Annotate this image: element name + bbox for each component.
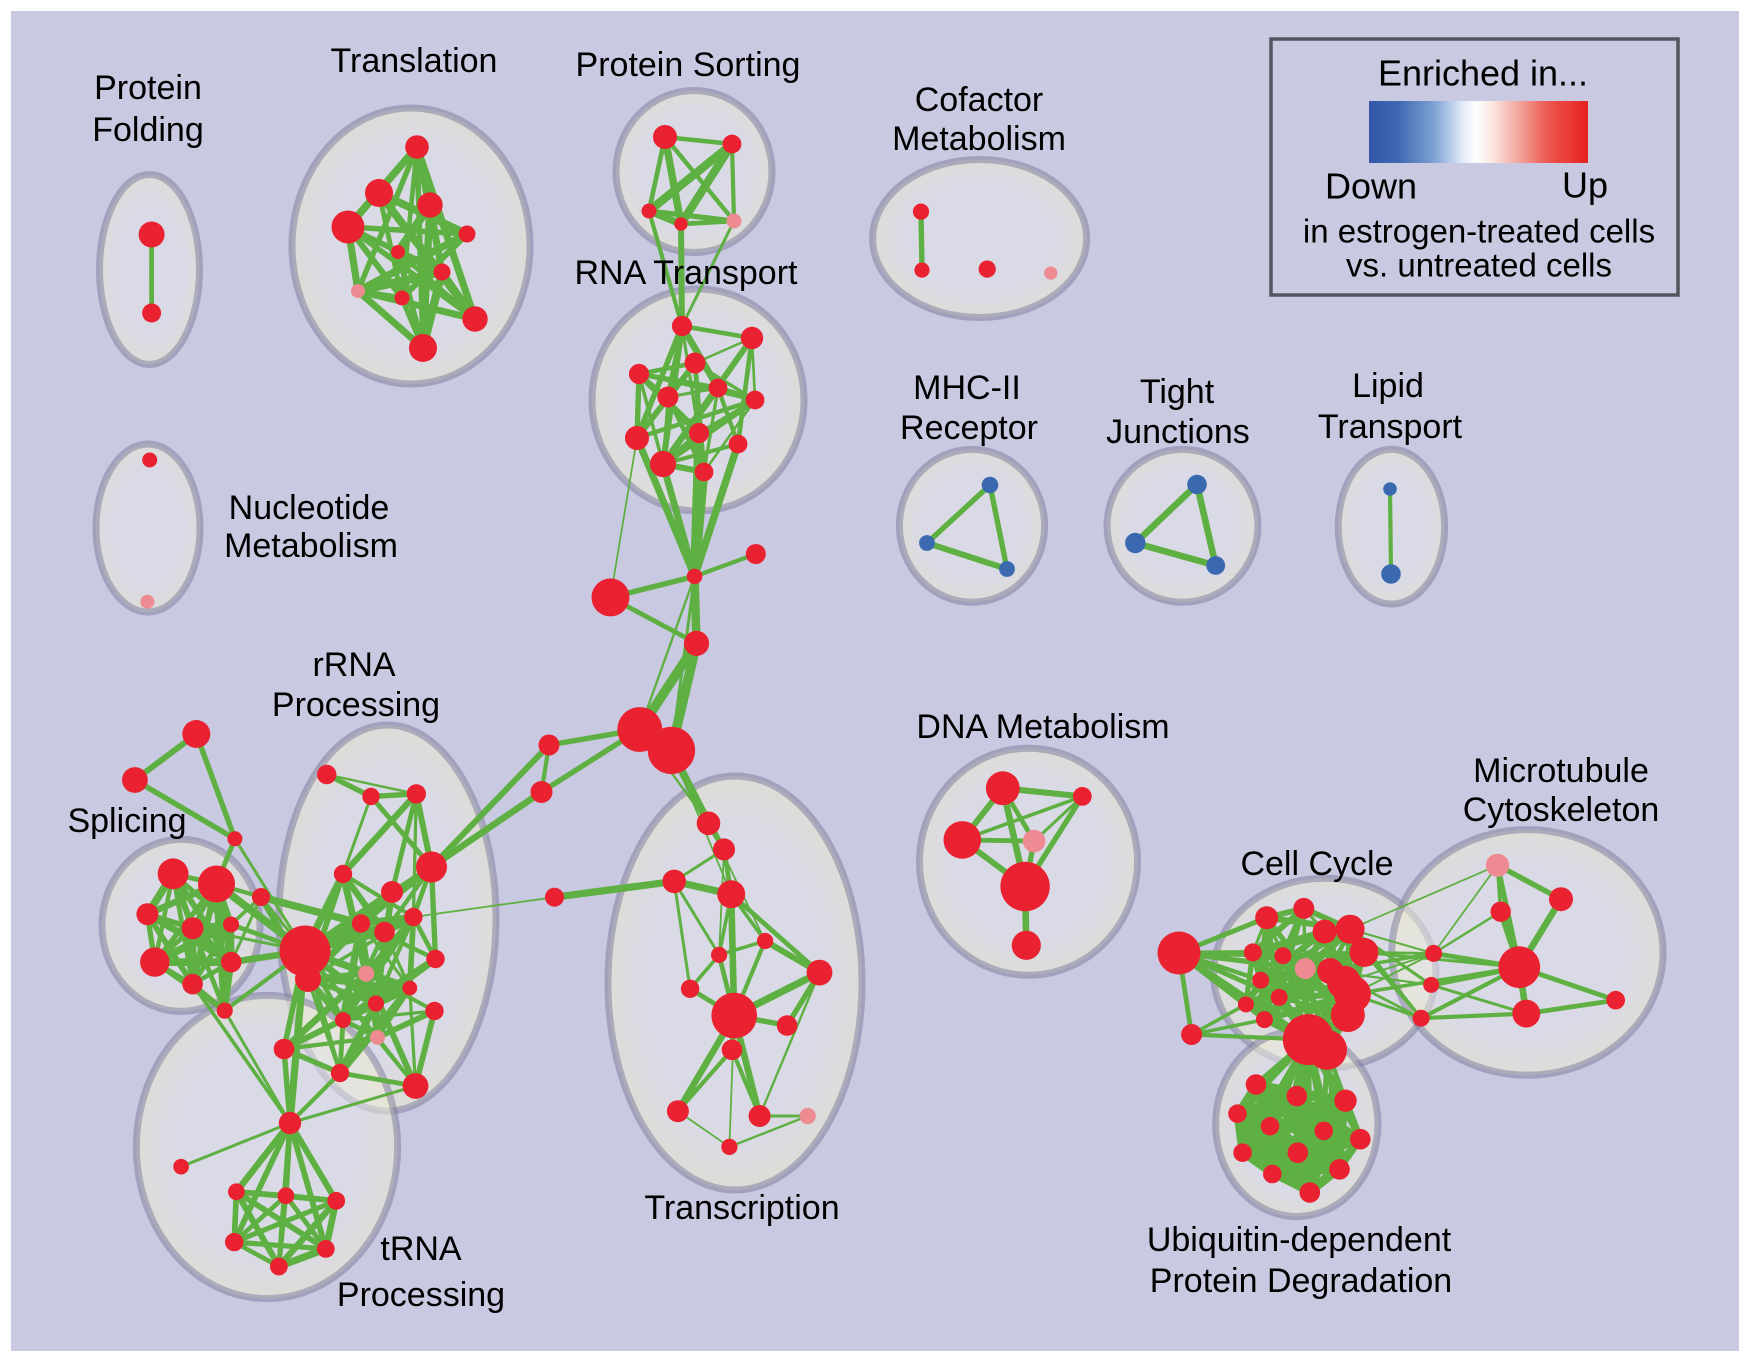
svg-text:Splicing: Splicing <box>67 802 186 840</box>
svg-text:Down: Down <box>1325 166 1417 207</box>
svg-text:rRNA: rRNA <box>312 646 395 684</box>
svg-text:Protein: Protein <box>94 69 202 107</box>
svg-text:Metabolism: Metabolism <box>224 527 398 565</box>
svg-text:Lipid: Lipid <box>1352 367 1424 405</box>
svg-text:Transcription: Transcription <box>644 1189 839 1227</box>
svg-text:DNA Metabolism: DNA Metabolism <box>916 708 1169 746</box>
svg-text:Cell Cycle: Cell Cycle <box>1240 845 1393 883</box>
svg-text:MHC-II: MHC-II <box>913 369 1021 407</box>
svg-text:Microtubule: Microtubule <box>1473 752 1649 790</box>
svg-text:Protein Sorting: Protein Sorting <box>576 46 801 84</box>
svg-text:Transport: Transport <box>1318 408 1463 446</box>
svg-text:Protein Degradation: Protein Degradation <box>1150 1262 1452 1300</box>
svg-text:Nucleotide: Nucleotide <box>229 489 390 527</box>
svg-text:Processing: Processing <box>272 686 440 724</box>
svg-text:Translation: Translation <box>331 42 498 80</box>
svg-text:Receptor: Receptor <box>900 409 1038 447</box>
svg-text:Up: Up <box>1562 165 1608 206</box>
svg-text:Tight: Tight <box>1140 373 1215 411</box>
svg-text:Cofactor: Cofactor <box>915 81 1044 119</box>
svg-text:Ubiquitin-dependent: Ubiquitin-dependent <box>1147 1221 1452 1259</box>
svg-text:Cytoskeleton: Cytoskeleton <box>1463 791 1660 829</box>
svg-text:Folding: Folding <box>92 111 204 149</box>
svg-text:Enriched in...: Enriched in... <box>1378 53 1588 94</box>
svg-text:Junctions: Junctions <box>1106 413 1250 451</box>
svg-text:RNA Transport: RNA Transport <box>575 254 799 292</box>
svg-text:vs. untreated cells: vs. untreated cells <box>1346 247 1612 284</box>
svg-text:Processing: Processing <box>337 1276 505 1314</box>
svg-text:Metabolism: Metabolism <box>892 120 1066 158</box>
svg-text:tRNA: tRNA <box>380 1230 462 1268</box>
svg-text:in estrogen-treated cells: in estrogen-treated cells <box>1303 213 1655 250</box>
